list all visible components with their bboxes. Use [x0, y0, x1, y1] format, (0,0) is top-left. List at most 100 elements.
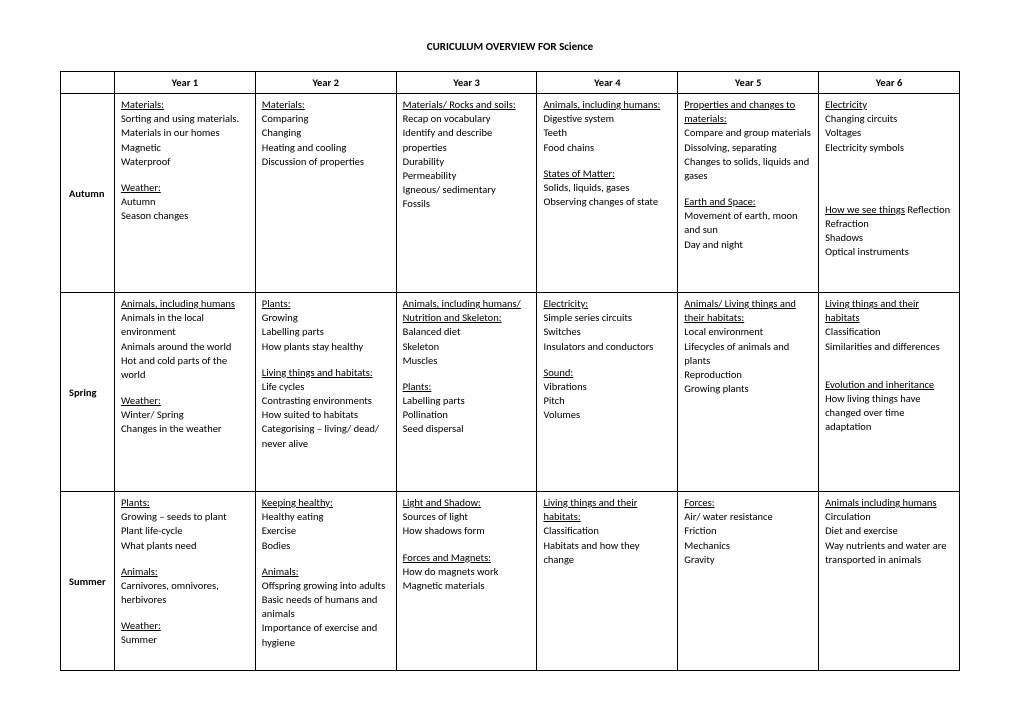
cell-text: Voltages — [825, 126, 953, 140]
cell-text: Classification — [543, 524, 671, 538]
cell-text: Sorting and using materials. — [121, 112, 249, 126]
cell-text: Weather: — [121, 394, 249, 408]
cell-text: Reproduction — [684, 368, 812, 382]
cell-spring-y6: Living things and their habitatsClassifi… — [819, 293, 960, 492]
cell-text: Electricity — [825, 98, 953, 112]
cell-text: Animals, including humans: — [543, 98, 671, 112]
cell-text: Carnivores, omnivores, herbivores — [121, 579, 249, 607]
cell-text: Properties and changes to materials: — [684, 98, 812, 126]
cell-summer-y3: Light and Shadow:Sources of lightHow sha… — [396, 492, 537, 671]
header-year6: Year 6 — [819, 72, 960, 94]
cell-text: Mechanics — [684, 539, 812, 553]
row-summer: Summer Plants:Growing – seeds to plantPl… — [61, 492, 960, 671]
cell-text: Materials/ Rocks and soils: — [403, 98, 531, 112]
cell-text: Similarities and differences — [825, 340, 953, 354]
cell-text: Light and Shadow: — [403, 496, 531, 510]
cell-text: Weather: — [121, 619, 249, 633]
cell-text: How we see things Reflection — [825, 203, 953, 217]
cell-text: Animals: — [262, 565, 390, 579]
cell-text: Electricity: — [543, 297, 671, 311]
cell-autumn-y1: Materials:Sorting and using materials.Ma… — [114, 94, 255, 293]
cell-autumn-y2: Materials:ComparingChangingHeating and c… — [255, 94, 396, 293]
cell-text: Animals, including humans/ Nutrition and… — [403, 297, 531, 325]
cell-text: Observing changes of state — [543, 195, 671, 209]
cell-text: Basic needs of humans and animals — [262, 593, 390, 621]
cell-text: Way nutrients and water are transported … — [825, 539, 953, 567]
cell-text: States of Matter: — [543, 167, 671, 181]
header-year4: Year 4 — [537, 72, 678, 94]
cell-text: Balanced diet — [403, 325, 531, 339]
cell-text: Evolution and inheritance — [825, 378, 953, 392]
cell-text: Animals, including humans — [121, 297, 249, 311]
cell-text: Simple series circuits — [543, 311, 671, 325]
cell-text: Durability — [403, 155, 531, 169]
page-title: CURICULUM OVERVIEW FOR Science — [60, 40, 960, 53]
cell-text: Igneous/ sedimentary — [403, 183, 531, 197]
cell-text: Keeping healthy: — [262, 496, 390, 510]
cell-text: Living things and their habitats: — [543, 496, 671, 524]
cell-text: Air/ water resistance — [684, 510, 812, 524]
cell-text: Materials: — [121, 98, 249, 112]
cell-text: Skeleton — [403, 340, 531, 354]
cell-text: Labelling parts — [262, 325, 390, 339]
cell-text: Lifecycles of animals and plants — [684, 340, 812, 368]
cell-text: How shadows form — [403, 524, 531, 538]
cell-text: Identify and describe properties — [403, 126, 531, 154]
cell-text: How suited to habitats — [262, 408, 390, 422]
cell-spring-y1: Animals, including humansAnimals in the … — [114, 293, 255, 492]
cell-autumn-y5: Properties and changes to materials:Comp… — [678, 94, 819, 293]
cell-text: Materials: — [262, 98, 390, 112]
cell-text: Hot and cold parts of the world — [121, 354, 249, 382]
cell-text: Exercise — [262, 524, 390, 538]
cell-text: Day and night — [684, 238, 812, 252]
cell-text: Autumn — [121, 195, 249, 209]
cell-text: Solids, liquids, gases — [543, 181, 671, 195]
cell-text: Life cycles — [262, 380, 390, 394]
header-year5: Year 5 — [678, 72, 819, 94]
cell-text: Bodies — [262, 539, 390, 553]
cell-text: Summer — [121, 633, 249, 647]
cell-text: Sources of light — [403, 510, 531, 524]
cell-text: Teeth — [543, 126, 671, 140]
cell-text: Seed dispersal — [403, 422, 531, 436]
cell-text: Season changes — [121, 209, 249, 223]
cell-text: Animals including humans — [825, 496, 953, 510]
cell-text: Animals in the local environment — [121, 311, 249, 339]
cell-text: Materials in our homes — [121, 126, 249, 140]
cell-text: How living things have changed over time — [825, 392, 953, 420]
rowheader-summer: Summer — [61, 492, 115, 671]
cell-summer-y5: Forces:Air/ water resistanceFrictionMech… — [678, 492, 819, 671]
cell-text: adaptation — [825, 420, 953, 434]
cell-text: Weather: — [121, 181, 249, 195]
cell-text: Animals: — [121, 565, 249, 579]
cell-text: Habitats and how they change — [543, 539, 671, 567]
row-autumn: Autumn Materials:Sorting and using mater… — [61, 94, 960, 293]
cell-text: Categorising – living/ dead/ never alive — [262, 422, 390, 450]
cell-text: Switches — [543, 325, 671, 339]
cell-text: Changes in the weather — [121, 422, 249, 436]
cell-text: Earth and Space: — [684, 195, 812, 209]
cell-text: Changes to solids, liquids and gases — [684, 155, 812, 183]
cell-text: How do magnets work — [403, 565, 531, 579]
cell-text: Shadows — [825, 231, 953, 245]
cell-text: Pollination — [403, 408, 531, 422]
cell-text: Sound: — [543, 366, 671, 380]
cell-text: Growing plants — [684, 382, 812, 396]
cell-spring-y2: Plants:GrowingLabelling partsHow plants … — [255, 293, 396, 492]
cell-text: What plants need — [121, 539, 249, 553]
cell-text: Permeability — [403, 169, 531, 183]
rowheader-autumn: Autumn — [61, 94, 115, 293]
cell-autumn-y6: ElectricityChanging circuitsVoltagesElec… — [819, 94, 960, 293]
cell-text: Offspring growing into adults — [262, 579, 390, 593]
cell-text: Local environment — [684, 325, 812, 339]
cell-text: Gravity — [684, 553, 812, 567]
cell-text: Muscles — [403, 354, 531, 368]
cell-autumn-y3: Materials/ Rocks and soils:Recap on voca… — [396, 94, 537, 293]
cell-text: Winter/ Spring — [121, 408, 249, 422]
cell-spring-y4: Electricity:Simple series circuitsSwitch… — [537, 293, 678, 492]
cell-autumn-y4: Animals, including humans:Digestive syst… — [537, 94, 678, 293]
header-year2: Year 2 — [255, 72, 396, 94]
cell-text: Plant life-cycle — [121, 524, 249, 538]
cell-spring-y5: Animals/ Living things and their habitat… — [678, 293, 819, 492]
cell-summer-y6: Animals including humansCirculationDiet … — [819, 492, 960, 671]
